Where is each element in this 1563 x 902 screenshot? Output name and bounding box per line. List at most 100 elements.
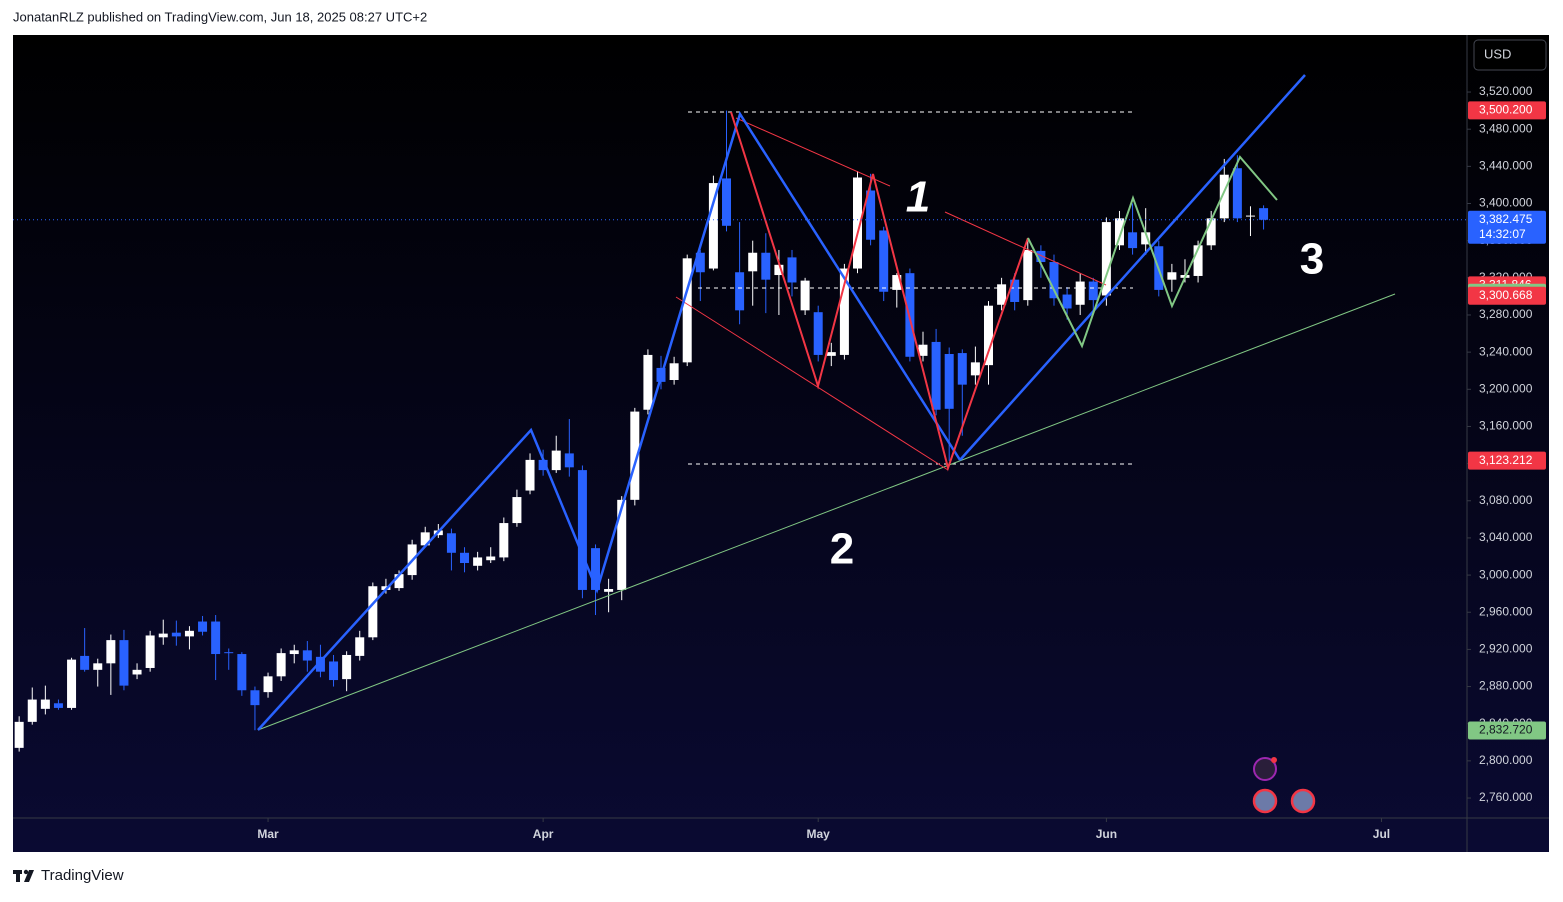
candles [14, 110, 1269, 752]
candle-body [591, 548, 601, 590]
y-tick-label: 3,000.000 [1479, 567, 1533, 581]
candle-body [1036, 250, 1046, 263]
candle-body [1128, 232, 1138, 249]
candle-body [643, 354, 653, 410]
candle-body [826, 352, 836, 356]
candle-body [40, 699, 50, 709]
annotation: 1 [906, 173, 930, 222]
channel-line [675, 296, 949, 471]
x-tick-label: Jul [1373, 827, 1390, 841]
candle-body [800, 280, 810, 311]
candle-body [1232, 168, 1242, 219]
candle-body [879, 230, 889, 292]
candle-body [525, 459, 535, 491]
x-tick-label: Jun [1096, 827, 1117, 841]
candle-body [93, 663, 103, 670]
price-label-box [1468, 451, 1546, 470]
candle-body [224, 652, 234, 654]
event-icon[interactable] [1252, 788, 1278, 814]
candle-body [315, 656, 325, 672]
candle-body [53, 703, 63, 708]
candle-body [368, 586, 378, 638]
event-icons [1252, 757, 1316, 814]
candle-body [997, 284, 1007, 305]
price-label: 3,123.212 [1479, 453, 1533, 467]
candle-body [198, 621, 208, 632]
candle-body [722, 178, 732, 226]
candle-body [983, 305, 993, 366]
logo [13, 869, 34, 882]
candle-body [276, 653, 286, 677]
candle-body [748, 252, 758, 272]
candle-body [302, 650, 312, 661]
drawings [257, 74, 1396, 731]
candle-body [289, 650, 299, 655]
candle-body [957, 353, 967, 385]
y-tick-label: 3,520.000 [1479, 84, 1533, 98]
candle-body [329, 661, 339, 681]
y-tick-label: 2,760.000 [1479, 790, 1533, 804]
annotation: 2 [830, 525, 854, 574]
candle-body [604, 589, 614, 592]
event-dot [1271, 757, 1277, 763]
currency-box[interactable] [1473, 39, 1547, 71]
candle-body [1167, 272, 1177, 280]
candle-body [1141, 232, 1151, 245]
candle-body [237, 654, 247, 691]
candle-body [1206, 218, 1216, 246]
candle-body [918, 344, 928, 356]
candle-body [1088, 281, 1098, 301]
candle-body [473, 557, 483, 566]
candle-body [446, 533, 456, 553]
y-tick-label: 2,800.000 [1479, 753, 1533, 767]
candle-body [617, 499, 627, 590]
wave-line [257, 111, 962, 731]
candle-body [420, 532, 430, 546]
y-tick-label: 2,880.000 [1479, 679, 1533, 693]
event-icon[interactable] [1253, 757, 1277, 781]
candle-body [1062, 294, 1072, 309]
x-tick-label: Apr [533, 827, 554, 841]
ticks: 2,760.0002,800.0002,840.0002,880.0002,92… [257, 84, 1532, 841]
y-tick-label: 3,400.000 [1479, 196, 1533, 210]
candle-body [263, 676, 273, 693]
price-label: 3,300.668 [1479, 288, 1533, 302]
event-icon[interactable] [1290, 788, 1316, 814]
y-tick-label: 3,440.000 [1479, 159, 1533, 173]
price-label: 2,832.720 [1479, 723, 1533, 737]
candle-body [787, 257, 797, 283]
candle-body [538, 459, 548, 471]
candle-body [892, 275, 902, 290]
candle-body [145, 635, 155, 668]
candle-body [80, 655, 90, 670]
chart-background [13, 35, 1549, 852]
candle-body [499, 523, 509, 558]
candle-body [551, 450, 561, 471]
candle-body [460, 552, 470, 564]
y-tick-label: 3,200.000 [1479, 381, 1533, 395]
candle-body [852, 177, 862, 269]
price-labels: 3,500.20014:32:073,382.4753,311.8463,303… [13, 101, 1546, 740]
candle-body [394, 574, 404, 589]
countdown: 14:32:07 [1479, 227, 1526, 241]
candle-body [970, 362, 980, 376]
candle-body [708, 183, 718, 269]
candle-body [184, 630, 194, 637]
channel-line [944, 211, 1107, 286]
candle-body [211, 621, 221, 655]
candle-body [158, 633, 168, 638]
candle-body [682, 258, 692, 363]
candle-body [813, 312, 823, 355]
candle-body [1075, 281, 1085, 305]
candle-body [695, 252, 705, 273]
wave-line [959, 74, 1306, 461]
wave-line [730, 111, 1029, 472]
candle-body [27, 699, 37, 722]
candle-body [132, 669, 142, 675]
y-tick-label: 2,960.000 [1479, 604, 1533, 618]
candle-body [1245, 215, 1255, 217]
price-label: 3,500.200 [1479, 103, 1533, 117]
candle-body [774, 264, 784, 276]
price-label: 3,382.475 [1479, 212, 1533, 226]
